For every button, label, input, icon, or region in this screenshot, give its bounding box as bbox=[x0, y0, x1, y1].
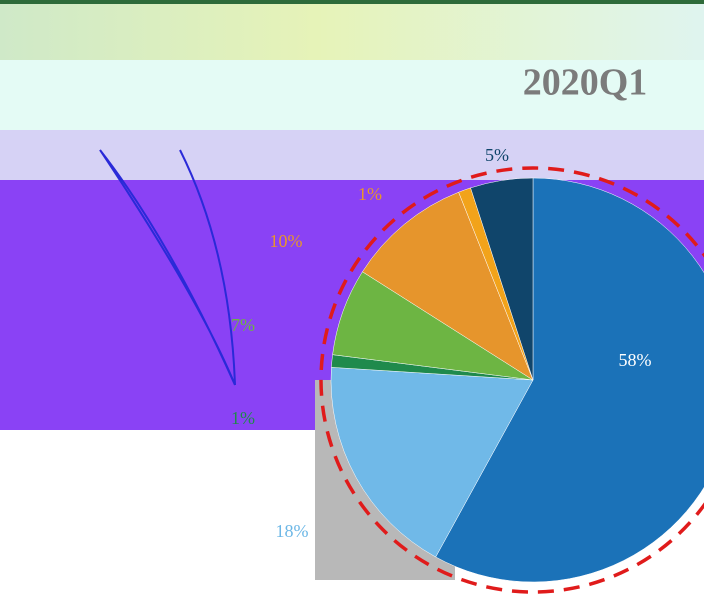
value-label: 7% bbox=[231, 315, 255, 335]
slide: 2020Q1 58% 18% 1% 7% 10% 1% 5% bbox=[0, 0, 704, 599]
value-label: 58% bbox=[619, 350, 652, 370]
chart-title: 2020Q1 bbox=[523, 62, 648, 104]
value-label: 18% bbox=[276, 521, 309, 541]
value-label: 5% bbox=[485, 145, 509, 165]
lavender-band bbox=[0, 130, 704, 180]
value-label: 10% bbox=[270, 231, 303, 251]
value-label: 1% bbox=[358, 184, 382, 204]
leaf-band bbox=[0, 0, 704, 60]
value-label: 1% bbox=[231, 408, 255, 428]
top-border bbox=[0, 0, 704, 4]
